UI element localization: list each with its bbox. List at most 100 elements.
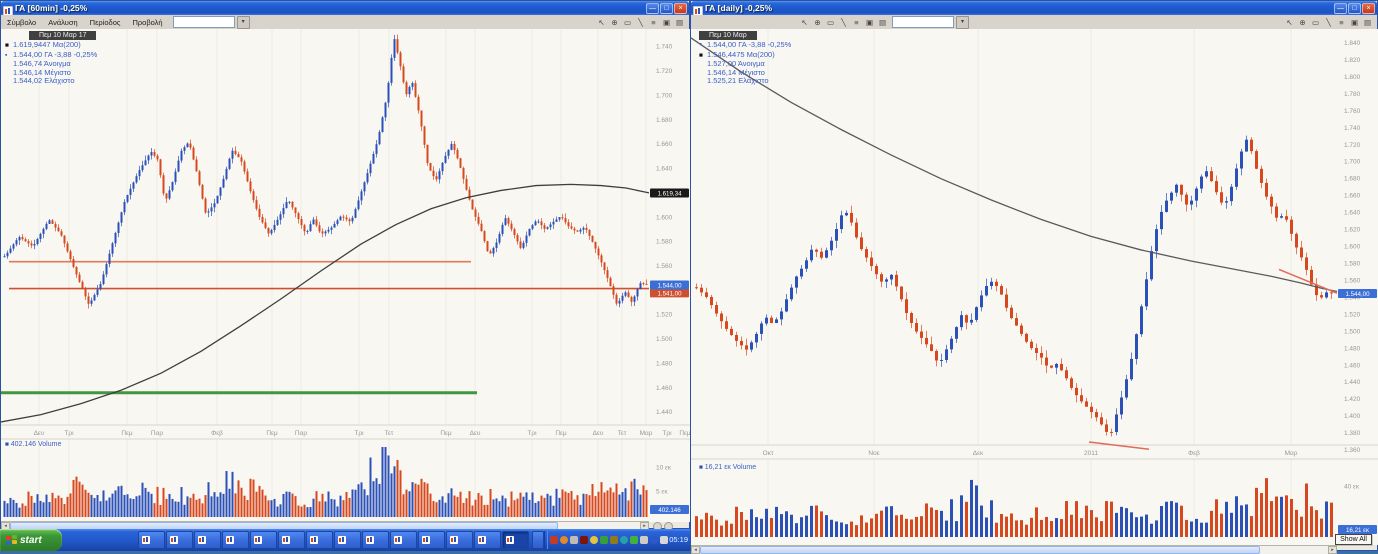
taskbar-window-button[interactable] bbox=[362, 531, 389, 549]
svg-text:Πεμ: Πεμ bbox=[121, 430, 133, 437]
legend-line: 1.546,14 Μέγιστο bbox=[13, 67, 71, 77]
trendline bbox=[1088, 441, 1150, 450]
menu-3[interactable]: Περίοδος bbox=[89, 17, 121, 27]
svg-text:1.660: 1.660 bbox=[1344, 193, 1361, 200]
chart-legend: Πεμ 10 Μαρ ↖ 1.544,00 ΓΑ -3,88 -0,25% ■ 1.5… bbox=[699, 31, 791, 86]
tray-icon[interactable] bbox=[570, 536, 578, 544]
svg-text:1.500: 1.500 bbox=[1344, 328, 1361, 335]
panel-icon[interactable]: ▣ bbox=[662, 17, 671, 27]
tray-icon[interactable] bbox=[620, 536, 628, 544]
taskbar-window-button[interactable] bbox=[502, 531, 529, 549]
crosshair-icon[interactable]: ⊕ bbox=[1299, 17, 1306, 27]
tray-icon[interactable] bbox=[650, 536, 658, 544]
minimize-button[interactable]: — bbox=[646, 2, 659, 14]
taskbar-small-button[interactable] bbox=[532, 531, 544, 549]
titlebar[interactable]: ΓΑ [daily] -0,25% — □ × bbox=[691, 1, 1377, 17]
tray-icon[interactable] bbox=[610, 536, 618, 544]
price-chart-daily[interactable]: 1.840 1.820 1.800 1.780 1.760 1.740 1.720 1.700… bbox=[691, 29, 1378, 545]
menu-2[interactable]: Ανάλυση bbox=[48, 17, 78, 27]
start-label: start bbox=[20, 534, 42, 546]
indicator-icon[interactable]: ≡ bbox=[854, 17, 859, 27]
close-button[interactable]: × bbox=[674, 2, 687, 14]
menu-4[interactable]: Προβολή bbox=[132, 17, 163, 27]
chart-window-icon bbox=[198, 536, 206, 544]
trendline-tool-icon[interactable]: ╲ bbox=[1326, 17, 1331, 27]
panel-icon[interactable]: ▣ bbox=[1350, 17, 1359, 27]
app-icon bbox=[2, 3, 14, 17]
save-icon[interactable]: ▤ bbox=[675, 17, 684, 27]
show-all-button[interactable]: Show All bbox=[1335, 534, 1372, 545]
restore-button[interactable]: □ bbox=[660, 2, 673, 14]
trendline-tool-icon[interactable]: ╲ bbox=[841, 17, 846, 27]
svg-text:Φεβ: Φεβ bbox=[1188, 450, 1200, 457]
time-axis: Δευ Τρι Πεμ Παρ Φεβ Πεμ Παρ Τρι Τετ Πεμ Δευ Τρι Πεμ Δ… bbox=[34, 430, 691, 437]
tray-icon[interactable] bbox=[560, 536, 568, 544]
taskbar-window-button[interactable] bbox=[334, 531, 361, 549]
symbol-dropdown-button[interactable]: ▾ bbox=[956, 15, 969, 29]
price-chart-60min[interactable]: 1.7401.7201.7001.6801.6601.6401.6201.600… bbox=[1, 29, 691, 522]
symbol-input[interactable] bbox=[892, 16, 954, 28]
h-scrollbar[interactable]: ◂ ▸ bbox=[691, 545, 1337, 554]
tray-icon[interactable] bbox=[640, 536, 648, 544]
taskbar-window-button[interactable] bbox=[166, 531, 193, 549]
indicator-icon[interactable]: ≡ bbox=[651, 17, 656, 27]
chart-legend: Πεμ 10 Μαρ 17 ■ 1.619,9447 Μα(200) ▪ 1.544,… bbox=[5, 31, 97, 86]
restore-button[interactable]: □ bbox=[1348, 2, 1361, 14]
price-axis-badge: 1.544,00 bbox=[1338, 289, 1377, 299]
rectangle-tool-icon[interactable]: ▭ bbox=[1311, 17, 1320, 27]
taskbar: start 05:19 bbox=[0, 529, 690, 551]
svg-text:Πεμ: Πεμ bbox=[679, 430, 691, 437]
close-button[interactable]: × bbox=[1362, 2, 1375, 14]
save-icon[interactable]: ▤ bbox=[878, 17, 887, 27]
cursor-icon[interactable]: ↖ bbox=[1286, 17, 1293, 27]
trendline bbox=[1278, 268, 1338, 294]
scroll-left-arrow[interactable]: ◂ bbox=[691, 546, 700, 554]
taskbar-window-button[interactable] bbox=[138, 531, 165, 549]
tray-icon[interactable] bbox=[580, 536, 588, 544]
svg-text:Πεμ: Πεμ bbox=[555, 430, 567, 437]
app-icon bbox=[692, 3, 704, 17]
svg-text:1.544,00: 1.544,00 bbox=[1345, 291, 1370, 298]
tray-icon[interactable] bbox=[660, 536, 668, 544]
svg-text:1.580: 1.580 bbox=[656, 239, 673, 246]
taskbar-window-button[interactable] bbox=[306, 531, 333, 549]
cursor-icon[interactable]: ↖ bbox=[598, 17, 605, 27]
save-icon[interactable]: ▤ bbox=[1363, 17, 1372, 27]
svg-text:Μαρ: Μαρ bbox=[1285, 450, 1298, 457]
taskbar-window-button[interactable] bbox=[418, 531, 445, 549]
svg-text:Τρι: Τρι bbox=[354, 430, 364, 437]
taskbar-window-button[interactable] bbox=[194, 531, 221, 549]
symbol-dropdown-button[interactable]: ▾ bbox=[236, 15, 250, 29]
indicator-icon[interactable]: ≡ bbox=[1339, 17, 1344, 27]
svg-text:1.840: 1.840 bbox=[1344, 40, 1361, 47]
tray-icon[interactable] bbox=[590, 536, 598, 544]
svg-text:1.780: 1.780 bbox=[1344, 91, 1361, 98]
cursor-icon[interactable]: ↖ bbox=[801, 17, 808, 27]
rectangle-tool-icon[interactable]: ▭ bbox=[623, 17, 632, 27]
titlebar[interactable]: ΓΑ [60min] -0,25% — □ × bbox=[1, 1, 689, 17]
minimize-button[interactable]: — bbox=[1334, 2, 1347, 14]
tray-icon[interactable] bbox=[550, 536, 558, 544]
scroll-thumb[interactable] bbox=[700, 546, 1260, 554]
start-button[interactable]: start bbox=[0, 529, 62, 551]
taskbar-window-button[interactable] bbox=[446, 531, 473, 549]
rectangle-tool-icon[interactable]: ▭ bbox=[826, 17, 835, 27]
svg-text:1.420: 1.420 bbox=[1344, 396, 1361, 403]
menu-1[interactable]: Σύμβολο bbox=[7, 17, 37, 27]
svg-text:1.480: 1.480 bbox=[656, 360, 673, 367]
taskbar-window-button[interactable] bbox=[278, 531, 305, 549]
crosshair-icon[interactable]: ⊕ bbox=[611, 17, 618, 27]
symbol-input[interactable] bbox=[172, 16, 235, 28]
scroll-right-arrow[interactable]: ▸ bbox=[1328, 546, 1337, 554]
taskbar-window-button[interactable] bbox=[222, 531, 249, 549]
trendline-tool-icon[interactable]: ╲ bbox=[638, 17, 643, 27]
tray-icon[interactable] bbox=[600, 536, 608, 544]
crosshair-icon[interactable]: ⊕ bbox=[814, 17, 821, 27]
taskbar-window-button[interactable] bbox=[250, 531, 277, 549]
taskbar-window-button[interactable] bbox=[390, 531, 417, 549]
svg-text:1.700: 1.700 bbox=[1344, 159, 1361, 166]
tray-icon[interactable] bbox=[630, 536, 638, 544]
taskbar-window-button[interactable] bbox=[474, 531, 501, 549]
legend-marker: ■ bbox=[5, 42, 9, 49]
panel-icon[interactable]: ▣ bbox=[865, 17, 874, 27]
